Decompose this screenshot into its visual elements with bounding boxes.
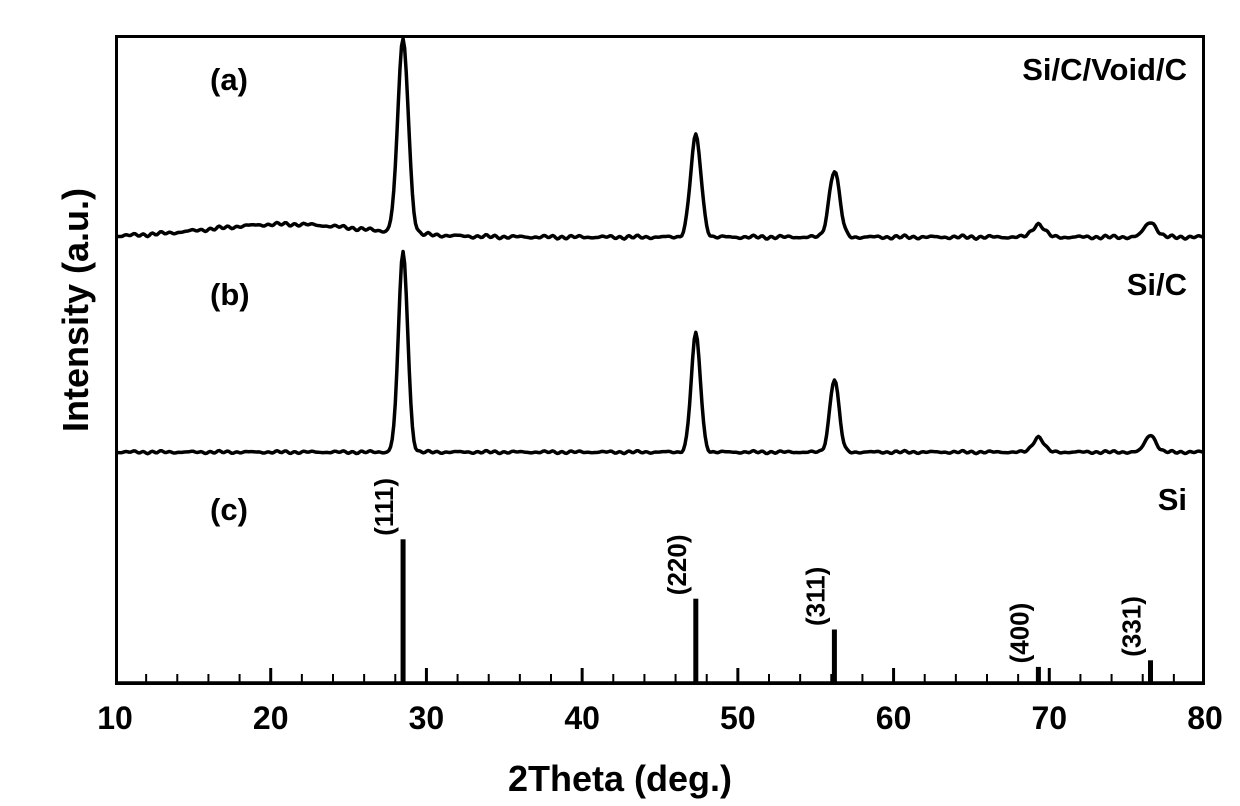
plot-area: (a) Si/C/Void/C (b) Si/C (c) Si (111) (220) (311… [115, 35, 1205, 685]
xrd-trace [115, 252, 1205, 454]
miller-index-label: (220) [662, 534, 692, 595]
x-tick-label: 80 [1175, 700, 1235, 737]
plot-svg: (a) Si/C/Void/C (b) Si/C (c) Si (111) (220) (311… [115, 35, 1205, 685]
plot-border [117, 37, 1204, 684]
y-axis-title: Intensity (a.u.) [55, 70, 97, 550]
xrd-stick [1036, 667, 1040, 682]
x-axis-title: 2Theta (deg.) [0, 758, 1240, 800]
pane-material-label: Si/C/Void/C [1022, 52, 1187, 87]
x-tick-label: 20 [241, 700, 301, 737]
xrd-stick [832, 630, 836, 683]
x-tick-label: 10 [85, 700, 145, 737]
miller-index-label: (331) [1117, 596, 1147, 657]
xrd-stick [1149, 661, 1153, 683]
x-tick-label: 60 [864, 700, 924, 737]
x-tick-label: 50 [708, 700, 768, 737]
pane-label: (c) [210, 492, 248, 527]
xrd-chart: Intensity (a.u.) 2Theta (deg.) (a) Si/C/V… [0, 0, 1240, 806]
x-tick-label: 70 [1019, 700, 1079, 737]
pane-material-label: Si [1158, 482, 1187, 517]
miller-index-label: (400) [1004, 603, 1034, 664]
xrd-stick [694, 599, 698, 683]
pane-material-label: Si/C [1127, 267, 1187, 302]
xrd-stick [401, 540, 405, 683]
x-tick-label: 30 [396, 700, 456, 737]
x-tick-label: 40 [552, 700, 612, 737]
miller-index-label: (111) [369, 478, 399, 536]
miller-index-label: (311) [800, 567, 830, 626]
pane-label: (a) [210, 62, 248, 97]
pane-label: (b) [210, 277, 250, 312]
